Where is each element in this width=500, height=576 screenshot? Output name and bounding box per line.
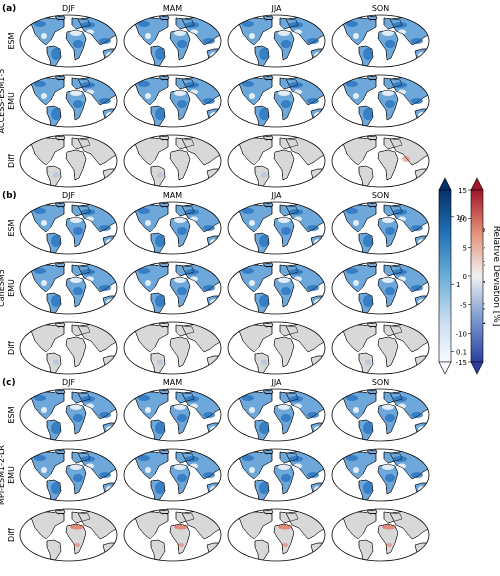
map-emu-jja (227, 74, 326, 128)
map-emu-mam (123, 74, 222, 128)
row-label: ESM (7, 32, 16, 49)
deviation-tick-label: -10 (456, 330, 467, 338)
season-title: SON (372, 378, 389, 387)
map-esm-son (331, 201, 430, 255)
precip-colorbar-bar (438, 189, 452, 363)
panel-label: (c) (2, 378, 16, 388)
precip-tick-label: 10 (456, 214, 465, 222)
deviation-tick-label: 5 (463, 244, 467, 252)
season-title: DJF (62, 378, 76, 387)
row-label: EMU (7, 466, 16, 484)
map-diff-djf (19, 134, 118, 188)
map-emu-jja (227, 448, 326, 502)
map-esm-mam (123, 388, 222, 442)
season-title: MAM (163, 191, 182, 200)
precip-tick-label: 0.1 (456, 349, 467, 357)
deviation-colorbar: 15 10 5 0 -5 -10 -15 Relative Deviation [%] (456, 177, 500, 375)
model-name: MPI-ESM1-2-LR (0, 445, 6, 505)
deviation-tick-label: 15 (458, 187, 467, 195)
map-esm-son (331, 388, 430, 442)
deviation-tick-label: -5 (460, 302, 467, 310)
row-label: ESM (7, 219, 16, 236)
map-esm-mam (123, 14, 222, 68)
map-esm-jja (227, 388, 326, 442)
map-esm-jja (227, 14, 326, 68)
deviation-colorbar-bar (470, 189, 484, 363)
row-label: Diff (7, 154, 16, 168)
map-emu-djf (19, 261, 118, 315)
deviation-colorbar-label: Relative Deviation [%] (491, 226, 500, 327)
row-label: Diff (7, 528, 16, 542)
deviation-tick-label: 10 (458, 216, 467, 224)
map-diff-mam (123, 508, 222, 562)
panel-c: (c) MPI-ESM1-2-LR DJF MAM JJA SON ESM EMU Diff (0, 378, 430, 562)
map-diff-mam (123, 321, 222, 375)
map-esm-jja (227, 201, 326, 255)
map-emu-son (331, 261, 430, 315)
precip-tick-label: 1 (456, 281, 460, 289)
panel-a: (a) ACCESS-ESM1-5 DJF MAM JJA SON ESM EMU Diff (0, 4, 430, 188)
map-emu-son (331, 448, 430, 502)
map-diff-jja (227, 508, 326, 562)
precip-colorbar-extend-bottom (438, 361, 452, 375)
season-title: SON (372, 191, 389, 200)
panel-label: (b) (2, 191, 17, 201)
season-title: JJA (270, 4, 282, 13)
row-label: ESM (7, 406, 16, 423)
map-diff-jja (227, 321, 326, 375)
season-title: JJA (270, 191, 282, 200)
map-diff-jja (227, 134, 326, 188)
deviation-tick-label: -15 (456, 359, 467, 367)
map-diff-son (331, 321, 430, 375)
model-name: ACCESS-ESM1-5 (0, 69, 6, 134)
map-diff-son (331, 134, 430, 188)
map-diff-son (331, 508, 430, 562)
map-emu-djf (19, 74, 118, 128)
row-label: EMU (7, 279, 16, 297)
season-title: MAM (163, 4, 182, 13)
map-esm-djf (19, 14, 118, 68)
season-title: DJF (62, 4, 76, 13)
model-name: CanESM5 (0, 269, 6, 307)
map-esm-son (331, 14, 430, 68)
map-diff-djf (19, 508, 118, 562)
season-title: DJF (62, 191, 76, 200)
map-diff-djf (19, 321, 118, 375)
season-title: SON (372, 4, 389, 13)
season-title: JJA (270, 378, 282, 387)
row-label: Diff (7, 341, 16, 355)
map-diff-mam (123, 134, 222, 188)
map-emu-mam (123, 448, 222, 502)
panel-b: (b) CanESM5 DJF MAM JJA SON ESM EMU Diff (0, 191, 430, 375)
map-esm-djf (19, 388, 118, 442)
panel-label: (a) (2, 4, 16, 14)
map-esm-djf (19, 201, 118, 255)
deviation-tick-label: 0 (463, 273, 467, 281)
season-title: MAM (163, 378, 182, 387)
precip-colorbar-extend-top (438, 177, 452, 191)
row-label: EMU (7, 92, 16, 110)
map-emu-jja (227, 261, 326, 315)
map-esm-mam (123, 201, 222, 255)
deviation-colorbar-extend-bottom (470, 361, 484, 375)
map-emu-son (331, 74, 430, 128)
map-emu-djf (19, 448, 118, 502)
map-emu-mam (123, 261, 222, 315)
deviation-colorbar-extend-top (470, 177, 484, 191)
